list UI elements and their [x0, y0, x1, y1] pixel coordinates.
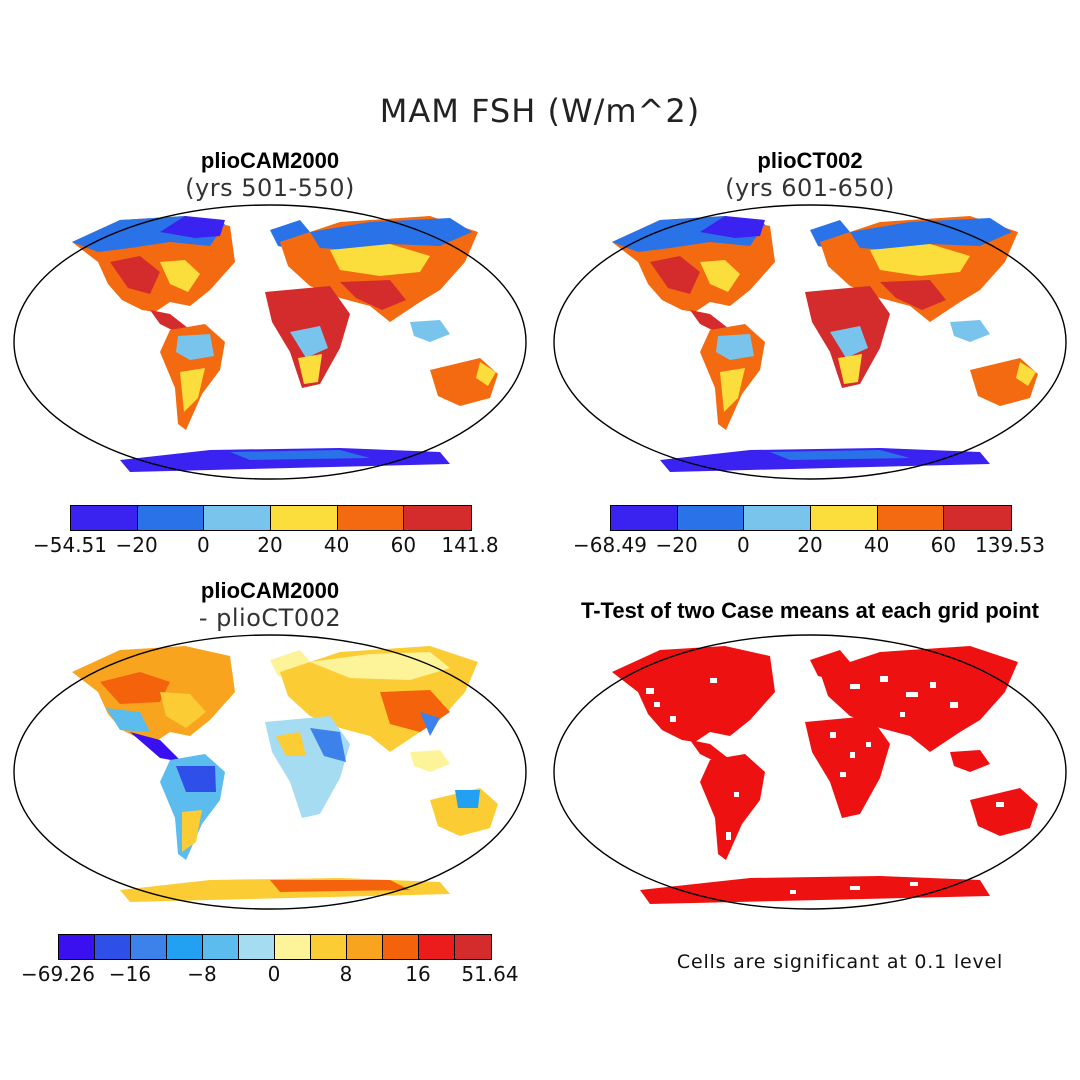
colorbar-swatch	[166, 935, 203, 959]
colorbar-tick-label: 16	[405, 962, 431, 986]
land-fields	[612, 216, 1038, 472]
colorbar-swatch	[202, 935, 239, 959]
land-fields	[72, 216, 498, 472]
colorbar-tick-label: 40	[323, 533, 350, 557]
colorbar-swatch	[944, 506, 1011, 530]
panel2-map	[550, 202, 1070, 482]
panel4-map	[550, 632, 1070, 912]
colorbar-tick-label: 51.64	[461, 962, 519, 986]
map-border	[13, 634, 527, 910]
colorbar-swatch	[677, 506, 745, 530]
colorbar-swatch	[137, 506, 205, 530]
colorbar-tick-label: −54.51	[32, 533, 108, 557]
non-significant-cells	[646, 676, 1004, 894]
panel2-subtitle: (yrs 601-650)	[725, 174, 895, 202]
panel1-map	[10, 202, 530, 482]
colorbar-tick-label: 60	[390, 533, 417, 557]
colorbar-tick-label: 60	[930, 533, 957, 557]
panel1-title: plioCAM2000	[200, 148, 340, 173]
panel2-title: plioCT002	[757, 148, 863, 173]
panel3-subtitle: - plioCT002	[198, 604, 342, 632]
panel3-title: plioCAM2000	[200, 578, 340, 603]
panel1-colorbar	[70, 505, 472, 531]
panel3-map	[10, 632, 530, 912]
colorbar-swatch	[877, 506, 945, 530]
colorbar-swatch	[337, 506, 405, 530]
panel1-colorbar-labels: −54.51 −20 0 20 40 60 141.8	[33, 533, 499, 559]
panel2-colorbar-labels: −68.49 −20 0 20 40 60 139.53	[573, 533, 1045, 559]
colorbar-tick-label: −20	[655, 533, 698, 557]
colorbar-swatch	[59, 935, 95, 959]
colorbar-tick-label: 139.53	[975, 533, 1045, 557]
colorbar-tick-label: 20	[257, 533, 283, 557]
colorbar-tick-label: 0	[267, 962, 281, 986]
panel1-subtitle: (yrs 501-550)	[185, 174, 355, 202]
map-border	[553, 634, 1067, 910]
colorbar-tick-label: −8	[187, 962, 217, 986]
colorbar-swatch	[274, 935, 311, 959]
colorbar-tick-label: 141.8	[441, 533, 499, 557]
colorbar-tick-label: 8	[339, 962, 353, 986]
map-border	[553, 204, 1067, 480]
colorbar-tick-label: 0	[196, 533, 210, 557]
land-fields	[72, 646, 498, 902]
significance-note: Cells are significant at 0.1 level	[676, 951, 1004, 973]
panel3-colorbar-labels: −69.26 −16 −8 0 8 16 51.64	[21, 962, 519, 988]
colorbar-swatch	[346, 935, 383, 959]
colorbar-swatch	[382, 935, 419, 959]
significance-fields	[612, 646, 1038, 904]
colorbar-tick-label: 40	[863, 533, 890, 557]
colorbar-swatch	[404, 506, 471, 530]
colorbar-swatch	[418, 935, 455, 959]
colorbar-swatch	[270, 506, 338, 530]
colorbar-swatch	[94, 935, 131, 959]
colorbar-tick-label: −20	[115, 533, 158, 557]
colorbar-swatch	[204, 506, 271, 530]
colorbar-swatch	[611, 506, 678, 530]
map-border	[13, 204, 527, 480]
colorbar-swatch	[238, 935, 275, 959]
colorbar-swatch	[454, 935, 491, 959]
panel4-title: T-Test of two Case means at each grid po…	[580, 598, 1039, 623]
colorbar-swatch	[310, 935, 347, 959]
colorbar-tick-label: 0	[736, 533, 750, 557]
panel3-colorbar	[58, 934, 492, 960]
panel2-colorbar	[610, 505, 1012, 531]
figure-title: MAM FSH (W/m^2)	[379, 92, 701, 130]
colorbar-swatch	[810, 506, 878, 530]
colorbar-swatch	[71, 506, 138, 530]
colorbar-tick-label: −69.26	[20, 962, 96, 986]
colorbar-tick-label: −68.49	[572, 533, 648, 557]
colorbar-tick-label: 20	[797, 533, 823, 557]
colorbar-swatch	[744, 506, 811, 530]
colorbar-swatch	[130, 935, 167, 959]
colorbar-tick-label: −16	[108, 962, 152, 986]
